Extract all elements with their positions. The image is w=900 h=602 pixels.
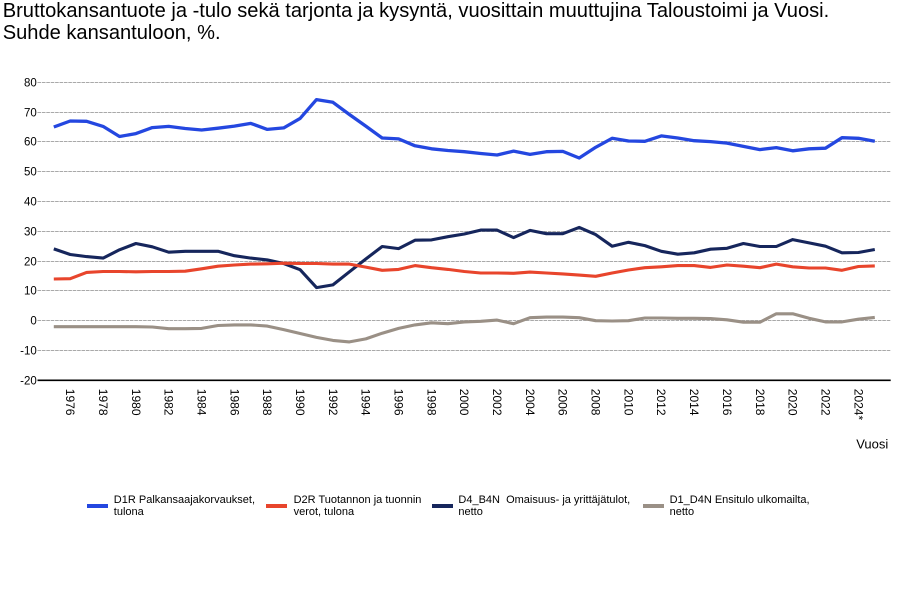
svg-text:2012: 2012: [654, 389, 668, 416]
svg-text:1984: 1984: [194, 389, 208, 416]
svg-text:1978: 1978: [96, 389, 110, 416]
svg-text:2022: 2022: [818, 389, 832, 416]
svg-text:1986: 1986: [227, 389, 241, 416]
svg-text:2020: 2020: [786, 389, 800, 416]
svg-text:1988: 1988: [260, 389, 274, 416]
svg-text:60: 60: [24, 137, 37, 149]
svg-text:70: 70: [24, 108, 37, 120]
svg-text:0: 0: [30, 316, 36, 328]
svg-text:10: 10: [24, 286, 37, 298]
svg-text:2006: 2006: [556, 389, 570, 416]
svg-text:1982: 1982: [162, 389, 176, 416]
svg-text:1976: 1976: [63, 389, 77, 416]
svg-text:30: 30: [24, 227, 37, 239]
svg-text:2004: 2004: [523, 389, 537, 416]
svg-text:-10: -10: [20, 346, 37, 358]
svg-text:1980: 1980: [129, 389, 143, 416]
svg-text:2002: 2002: [490, 389, 504, 416]
svg-text:1994: 1994: [359, 389, 373, 416]
svg-text:2016: 2016: [720, 389, 734, 416]
svg-text:2014: 2014: [687, 389, 701, 416]
svg-text:Vuosi: Vuosi: [856, 436, 888, 451]
svg-text:1990: 1990: [293, 389, 307, 416]
svg-text:2010: 2010: [621, 389, 635, 416]
svg-text:20: 20: [24, 257, 37, 269]
svg-text:2024*: 2024*: [851, 389, 865, 421]
svg-text:1992: 1992: [326, 389, 340, 416]
svg-text:80: 80: [24, 78, 37, 90]
svg-text:2008: 2008: [589, 389, 603, 416]
svg-text:2018: 2018: [753, 389, 767, 416]
svg-text:50: 50: [24, 167, 37, 179]
svg-text:-20: -20: [20, 376, 37, 388]
svg-text:40: 40: [24, 197, 37, 209]
svg-text:2000: 2000: [457, 389, 471, 416]
svg-text:1998: 1998: [424, 389, 438, 416]
svg-text:1996: 1996: [392, 389, 406, 416]
